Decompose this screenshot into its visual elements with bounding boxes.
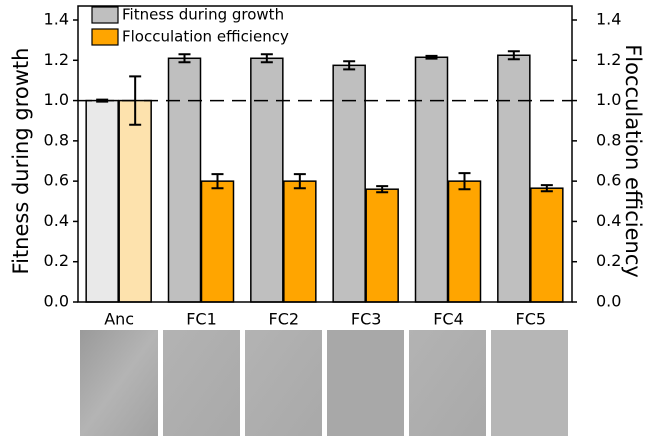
photo: [327, 330, 404, 436]
photo: [163, 330, 240, 436]
y2-tick-label: 1.0: [596, 90, 621, 109]
bar: [167, 57, 202, 303]
x-tick-label: FC3: [351, 310, 382, 329]
y2-tick-label: 0.2: [596, 251, 621, 270]
x-tick-label: FC5: [516, 310, 547, 329]
bar: [447, 180, 482, 303]
legend-swatch: [91, 6, 119, 24]
x-tick-label: FC1: [186, 310, 217, 329]
y-tick-label: 0.0: [44, 292, 69, 311]
error-bar: [540, 184, 553, 193]
photo: [245, 330, 322, 436]
y-tick-label: 0.8: [44, 130, 69, 149]
error-bar: [211, 173, 224, 190]
error-bar: [343, 60, 356, 71]
bar: [283, 180, 317, 303]
y2-axis-label: Flocculation efficiency: [621, 44, 645, 278]
y-tick-label: 0.4: [44, 211, 69, 230]
y-tick-label: 0.2: [44, 251, 69, 270]
photo: [80, 330, 158, 436]
y2-tick-label: 0.8: [596, 130, 621, 149]
bar: [530, 187, 564, 303]
legend-swatch: [91, 28, 119, 46]
photo-row: [80, 330, 568, 436]
y-tick-label: 0.6: [44, 171, 69, 190]
y-tick-label: 1.4: [44, 10, 69, 29]
y-axis-label: Fitness during growth: [9, 48, 33, 275]
y2-tick-label: 1.2: [596, 50, 621, 69]
error-bar: [458, 172, 471, 191]
error-bar: [425, 54, 438, 60]
y2-tick-label: 0.0: [596, 292, 621, 311]
bar: [497, 54, 531, 303]
x-tick-label: FC2: [269, 310, 300, 329]
plot-frame: [77, 5, 573, 303]
bar: [118, 99, 152, 303]
error-bar: [178, 53, 191, 64]
legend-label: Fitness during growth: [122, 6, 284, 24]
x-tick-label: FC4: [433, 310, 464, 329]
legend-label: Flocculation efficiency: [122, 28, 289, 46]
y2-tick-label: 1.4: [596, 10, 621, 29]
y2-tick-label: 0.4: [596, 211, 621, 230]
error-bar: [260, 53, 273, 64]
error-bar: [376, 185, 389, 194]
y2-tick-label: 0.6: [596, 171, 621, 190]
y-tick-label: 1.0: [44, 90, 69, 109]
bar: [365, 188, 399, 303]
photo: [491, 330, 568, 436]
error-bar: [507, 50, 520, 61]
y-tick-label: 1.2: [44, 50, 69, 69]
bar: [414, 56, 449, 303]
error-bar: [293, 173, 306, 190]
bar: [85, 99, 119, 303]
bar: [200, 180, 235, 303]
x-tick-label: Anc: [104, 310, 134, 329]
photo: [409, 330, 486, 436]
bar: [250, 57, 284, 303]
